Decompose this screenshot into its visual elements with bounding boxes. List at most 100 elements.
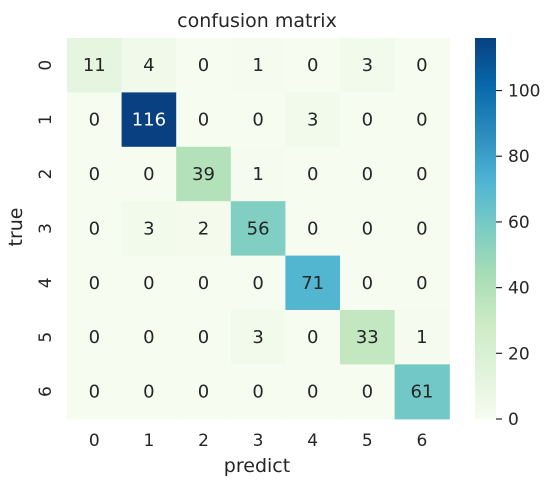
heatmap-cell-3-6 — [394, 201, 450, 257]
y-tick-label: 6 — [36, 386, 56, 397]
cell-value-label: 116 — [132, 110, 166, 131]
chart-title: confusion matrix — [177, 10, 337, 32]
heatmap-cell-2-2 — [176, 146, 232, 202]
colorbar — [475, 38, 496, 419]
cell-value-label: 0 — [198, 382, 209, 403]
y-axis-title: true — [5, 208, 27, 247]
heatmap-cell-6-3 — [230, 364, 286, 420]
heatmap-cell-0-3 — [230, 38, 286, 93]
cell-value-label: 71 — [301, 273, 324, 294]
heatmap-cell-5-3 — [230, 310, 286, 365]
heatmap-cell-1-3 — [230, 92, 286, 148]
x-tick-label: 4 — [307, 431, 318, 451]
cell-value-label: 3 — [362, 55, 373, 76]
y-tick-label: 4 — [36, 277, 56, 288]
heatmap-cell-5-0 — [67, 310, 123, 365]
colorbar-tick-label: 0 — [508, 410, 519, 430]
cell-value-label: 0 — [89, 218, 100, 239]
cell-value-label: 0 — [307, 164, 318, 185]
cell-value-label: 0 — [89, 164, 100, 185]
cell-value-label: 3 — [143, 218, 154, 239]
heatmap-cell-3-2 — [176, 201, 232, 257]
colorbar-tick-label: 40 — [508, 279, 530, 299]
cell-value-label: 11 — [83, 55, 106, 76]
colorbar-tick-label: 80 — [508, 147, 530, 167]
heatmap-cell-0-6 — [394, 38, 450, 93]
heatmap-cell-4-4 — [285, 255, 341, 311]
cell-value-label: 0 — [143, 273, 154, 294]
cell-value-label: 0 — [416, 110, 427, 131]
heatmap-cell-6-2 — [176, 364, 232, 420]
x-tick-label: 1 — [143, 431, 154, 451]
cell-value-label: 56 — [247, 218, 270, 239]
cell-value-label: 0 — [252, 273, 263, 294]
heatmap-cell-0-5 — [340, 38, 396, 93]
y-tick-label: 0 — [36, 60, 56, 71]
heatmap-cell-2-0 — [67, 146, 123, 202]
x-tick-label: 2 — [198, 431, 209, 451]
cell-value-label: 0 — [362, 218, 373, 239]
x-tick-label: 5 — [362, 431, 373, 451]
colorbar-tick-label: 100 — [508, 82, 540, 102]
cell-value-label: 0 — [252, 110, 263, 131]
heatmap-cell-3-3 — [230, 201, 286, 257]
y-tick-label: 3 — [36, 223, 56, 234]
heatmap-cell-0-2 — [176, 38, 232, 93]
colorbar-tick-label: 20 — [508, 344, 530, 364]
heatmap-cell-3-5 — [340, 201, 396, 257]
cell-value-label: 0 — [198, 273, 209, 294]
heatmap-cell-1-4 — [285, 92, 341, 148]
cell-value-label: 1 — [416, 327, 427, 348]
cell-value-label: 0 — [362, 382, 373, 403]
heatmap-cell-4-1 — [121, 255, 177, 311]
cell-value-label: 2 — [198, 218, 209, 239]
heatmap-cell-5-4 — [285, 310, 341, 365]
heatmap-cell-2-1 — [121, 146, 177, 202]
cell-value-label: 0 — [252, 382, 263, 403]
heatmap-cell-4-2 — [176, 255, 232, 311]
colorbar-ticks: 0 20 40 60 80 100 — [496, 82, 540, 430]
cell-value-label: 0 — [143, 327, 154, 348]
heatmap-cell-4-6 — [394, 255, 450, 311]
heatmap-cell-3-0 — [67, 201, 123, 257]
cell-value-label: 61 — [410, 382, 433, 403]
cell-value-label: 0 — [362, 110, 373, 131]
heatmap-cell-5-1 — [121, 310, 177, 365]
x-axis-tick-labels: 0 1 2 3 4 5 6 — [89, 431, 427, 451]
heatmap-cell-5-6 — [394, 310, 450, 365]
heatmap-cell-1-2 — [176, 92, 232, 148]
y-tick-label: 5 — [36, 332, 56, 343]
heatmap-cell-6-6 — [394, 364, 450, 420]
cell-value-label: 0 — [362, 273, 373, 294]
cell-value-label: 0 — [143, 164, 154, 185]
cell-value-label: 0 — [416, 55, 427, 76]
cell-value-label: 0 — [143, 382, 154, 403]
heatmap-cell-6-5 — [340, 364, 396, 420]
heatmap-cell-1-1 — [121, 92, 177, 148]
colorbar-tick-label: 60 — [508, 213, 530, 233]
heatmap-cell-0-1 — [121, 38, 177, 93]
cell-value-label: 0 — [416, 164, 427, 185]
heatmap-cell-6-1 — [121, 364, 177, 420]
heatmap-cell-4-5 — [340, 255, 396, 311]
heatmap-cell-3-4 — [285, 201, 341, 257]
x-tick-label: 0 — [89, 431, 100, 451]
heatmap-cells — [67, 38, 450, 420]
cell-value-label: 0 — [89, 327, 100, 348]
cell-value-label: 0 — [307, 218, 318, 239]
cell-value-label: 0 — [198, 327, 209, 348]
heatmap-cell-2-5 — [340, 146, 396, 202]
cell-value-label: 0 — [307, 55, 318, 76]
cell-value-label: 0 — [89, 110, 100, 131]
heatmap-cell-0-4 — [285, 38, 341, 93]
x-axis-title: predict — [224, 455, 290, 477]
cell-value-label: 0 — [89, 382, 100, 403]
heatmap-cell-1-6 — [394, 92, 450, 148]
heatmap-cell-2-3 — [230, 146, 286, 202]
cell-value-label: 33 — [356, 327, 379, 348]
y-tick-label: 1 — [36, 114, 56, 125]
cell-value-label: 1 — [252, 164, 263, 185]
cell-value-label: 0 — [198, 110, 209, 131]
heatmap-cell-2-6 — [394, 146, 450, 202]
x-tick-label: 3 — [253, 431, 264, 451]
